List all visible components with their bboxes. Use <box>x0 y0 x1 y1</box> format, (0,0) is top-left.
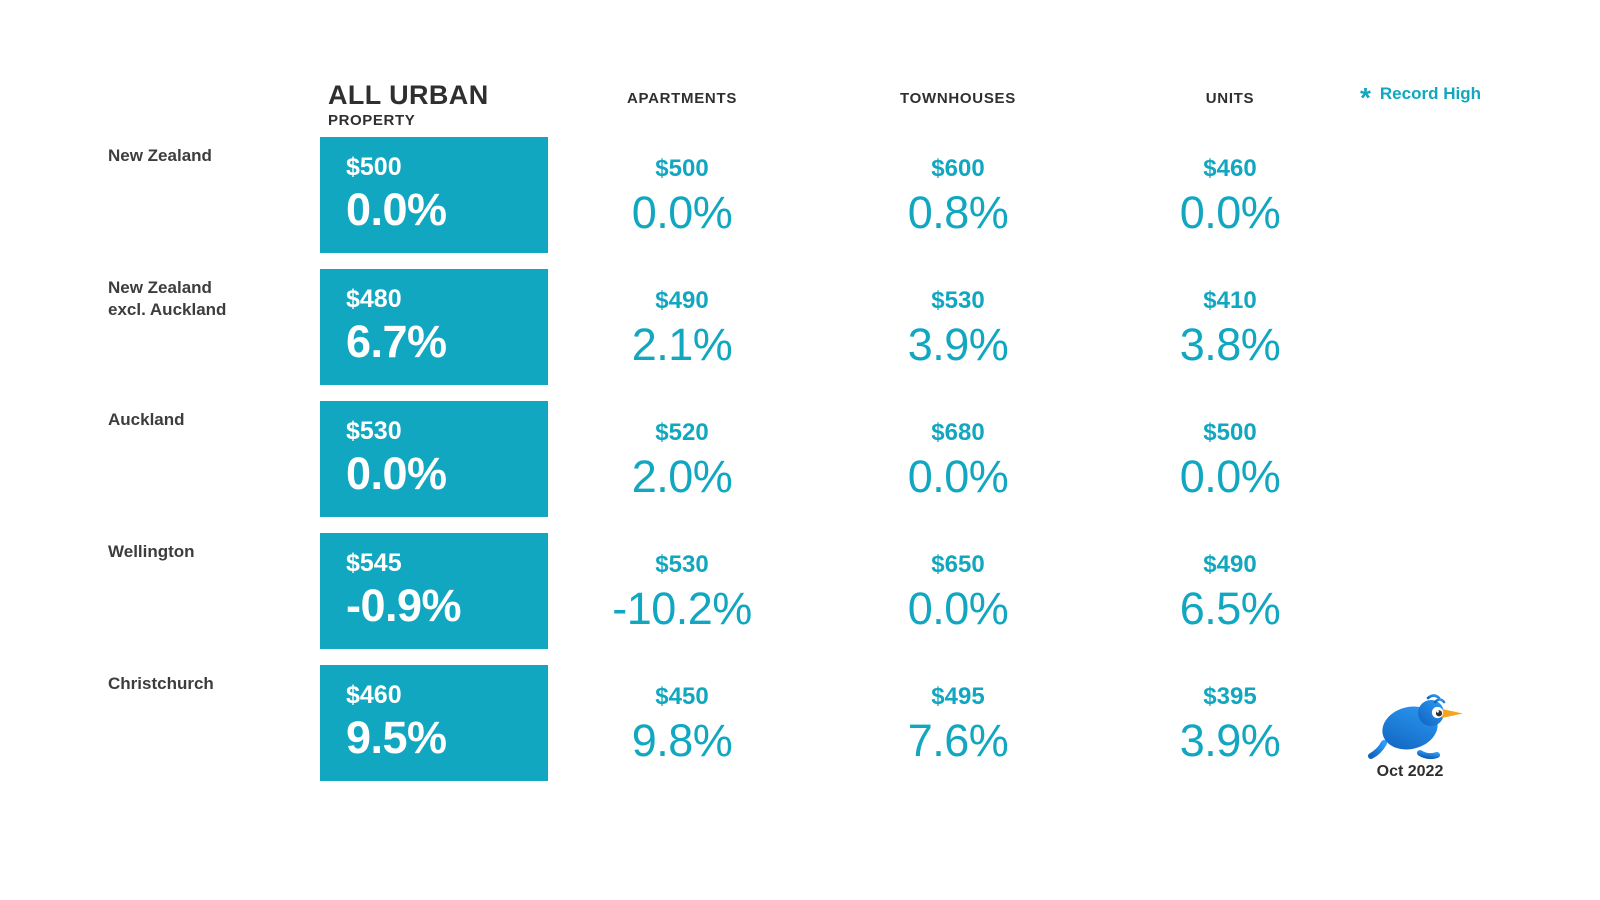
price-value: $530 <box>655 551 709 578</box>
column-header-all-urban-property: ALL URBAN PROPERTY <box>328 80 489 130</box>
table-row-nz-excl-auckland: New Zealand excl. Auckland $480 6.7% $49… <box>0 269 1600 385</box>
kiwi-head <box>1418 700 1444 726</box>
region-label-line1: Auckland <box>108 410 185 429</box>
townhouses-cell: $530 3.9% <box>808 269 1108 367</box>
all-urban-cell: $460 9.5% <box>320 665 548 781</box>
change-value: 0.0% <box>1179 451 1281 503</box>
price-value: $495 <box>931 683 985 710</box>
change-value: 6.7% <box>346 316 447 368</box>
column-header-apartments: APARTMENTS <box>626 90 738 107</box>
price-value: $650 <box>931 551 985 578</box>
price-value: $500 <box>1203 419 1257 446</box>
change-value: 0.0% <box>631 187 733 239</box>
all-urban-cell: $545 -0.9% <box>320 533 548 649</box>
table-row-wellington: Wellington $545 -0.9% $530 -10.2% $650 0… <box>0 533 1600 649</box>
all-urban-cell: $480 6.7% <box>320 269 548 385</box>
record-high-legend: * Record High <box>1360 82 1481 113</box>
townhouses-cell: $600 0.8% <box>808 137 1108 235</box>
price-value: $680 <box>931 419 985 446</box>
apartments-cell: $450 9.8% <box>532 665 832 763</box>
price-value: $600 <box>931 155 985 182</box>
change-value: 0.0% <box>907 451 1009 503</box>
price-value: $490 <box>655 287 709 314</box>
apartments-cell: $490 2.1% <box>532 269 832 367</box>
apartments-cell: $530 -10.2% <box>532 533 832 631</box>
units-cell: $395 3.9% <box>1080 665 1380 763</box>
change-value: 0.8% <box>907 187 1009 239</box>
price-value: $500 <box>346 153 402 181</box>
region-label: Auckland <box>108 409 308 431</box>
kiwi-back-leg <box>1368 740 1387 759</box>
price-value: $530 <box>346 417 402 445</box>
units-cell: $490 6.5% <box>1080 533 1380 631</box>
price-value: $530 <box>931 287 985 314</box>
change-value: 7.6% <box>907 715 1009 767</box>
price-value: $490 <box>1203 551 1257 578</box>
change-value: -10.2% <box>612 583 752 635</box>
all-urban-cell: $530 0.0% <box>320 401 548 517</box>
kiwi-crest <box>1426 694 1441 700</box>
change-value: 3.8% <box>1179 319 1281 371</box>
all-urban-cell: $500 0.0% <box>320 137 548 253</box>
townhouses-cell: $495 7.6% <box>808 665 1108 763</box>
record-high-label: Record High <box>1379 84 1481 103</box>
change-value: 0.0% <box>1179 187 1281 239</box>
kiwi-beak <box>1440 709 1463 718</box>
change-value: 9.8% <box>631 715 733 767</box>
price-value: $450 <box>655 683 709 710</box>
table-row-new-zealand: New Zealand $500 0.0% $500 0.0% $600 0.8… <box>0 137 1600 253</box>
kiwi-front-foot <box>1417 750 1440 760</box>
apartments-cell: $520 2.0% <box>532 401 832 499</box>
region-label-line1: Christchurch <box>108 674 214 693</box>
column-header-units: UNITS <box>1205 90 1255 107</box>
kiwi-eye-highlight <box>1436 710 1439 713</box>
region-label: Wellington <box>108 541 308 563</box>
kiwi-logo <box>1368 694 1463 760</box>
column-header-townhouses: TOWNHOUSES <box>900 90 1016 107</box>
change-value: 3.9% <box>907 319 1009 371</box>
price-value: $460 <box>1203 155 1257 182</box>
apartments-cell: $500 0.0% <box>532 137 832 235</box>
date-label: Oct 2022 <box>1376 763 1444 780</box>
units-cell: $410 3.8% <box>1080 269 1380 367</box>
change-value: 2.0% <box>631 451 733 503</box>
table-row-christchurch: Christchurch $460 9.5% $450 9.8% $495 7.… <box>0 665 1600 781</box>
all-urban-title: ALL URBAN <box>328 80 489 110</box>
price-value: $395 <box>1203 683 1257 710</box>
region-label-line2: excl. Auckland <box>108 300 227 320</box>
change-value: -0.9% <box>346 580 462 632</box>
region-label: New Zealand <box>108 145 308 167</box>
region-label: Christchurch <box>108 673 308 695</box>
price-value: $480 <box>346 285 402 313</box>
region-label: New Zealand excl. Auckland <box>108 277 308 321</box>
price-value: $545 <box>346 549 402 577</box>
change-value: 9.5% <box>346 712 447 764</box>
region-label-line1: New Zealand <box>108 146 212 165</box>
price-value: $460 <box>346 681 402 709</box>
price-value: $520 <box>655 419 709 446</box>
units-cell: $500 0.0% <box>1080 401 1380 499</box>
table-body: New Zealand $500 0.0% $500 0.0% $600 0.8… <box>0 137 1600 797</box>
price-value: $410 <box>1203 287 1257 314</box>
change-value: 0.0% <box>346 448 447 500</box>
region-label-line1: New Zealand <box>108 278 212 297</box>
table-row-auckland: Auckland $530 0.0% $520 2.0% $680 0.0% $… <box>0 401 1600 517</box>
change-value: 6.5% <box>1179 583 1281 635</box>
change-value: 0.0% <box>346 184 447 236</box>
kiwi-crest <box>1433 698 1446 704</box>
price-value: $500 <box>655 155 709 182</box>
all-urban-subtitle: PROPERTY <box>328 112 416 129</box>
units-cell: $460 0.0% <box>1080 137 1380 235</box>
change-value: 0.0% <box>907 583 1009 635</box>
change-value: 3.9% <box>1179 715 1281 767</box>
region-label-line1: Wellington <box>108 542 195 561</box>
townhouses-cell: $680 0.0% <box>808 401 1108 499</box>
change-value: 2.1% <box>631 319 733 371</box>
townhouses-cell: $650 0.0% <box>808 533 1108 631</box>
